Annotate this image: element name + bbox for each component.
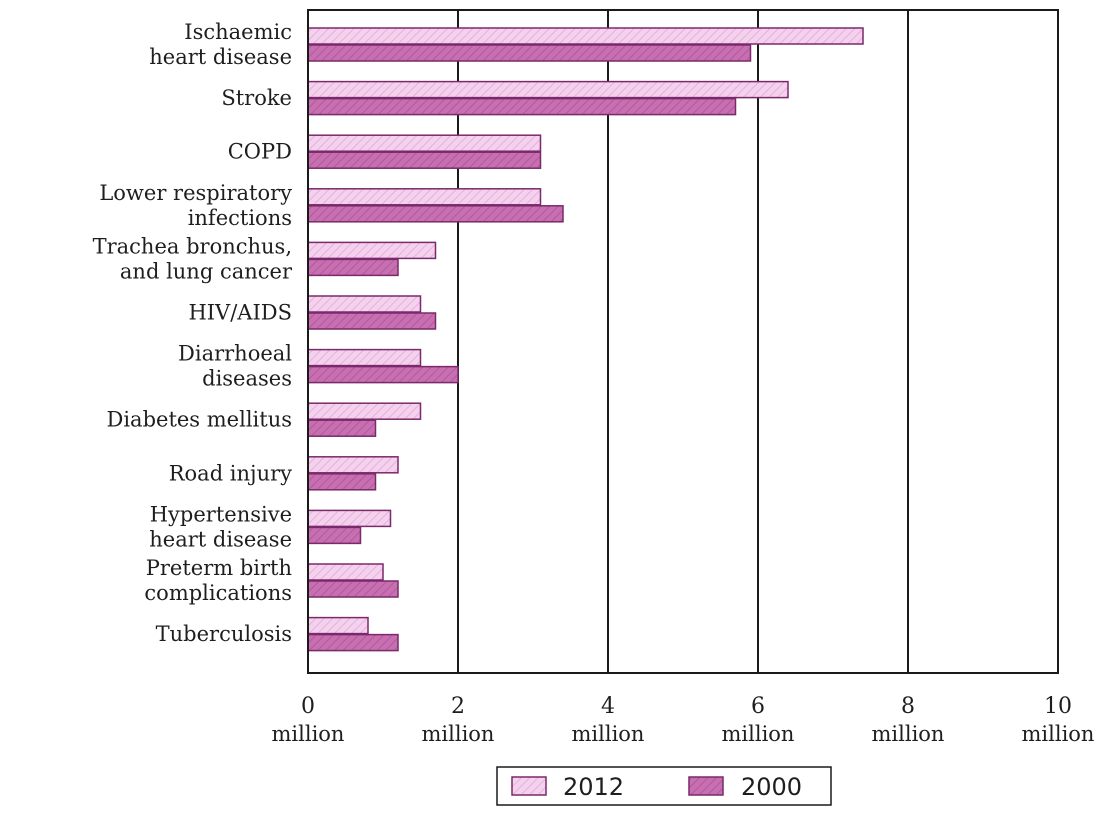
tick-unit-label: million [422, 722, 495, 746]
bar-2012-9 [307, 509, 392, 528]
tick-label: 4 [601, 694, 615, 719]
bar-2000-8 [307, 473, 377, 491]
tick-unit-label: million [1022, 722, 1095, 746]
bar-2000-3 [307, 205, 564, 223]
bar-2000-7 [307, 419, 377, 437]
bar-2012-8 [307, 456, 399, 474]
category-label: Road injury [169, 461, 292, 485]
category-label: Diabetes mellitus [107, 408, 293, 432]
bar-2012-10 [307, 563, 384, 581]
bar-2012-5 [307, 295, 422, 313]
bar-2000-0 [307, 44, 752, 62]
legend: 2012 2000 [496, 766, 832, 806]
tick-label: 10 [1044, 694, 1072, 719]
tick-unit-label: million [872, 722, 945, 746]
legend-swatch-2012 [511, 776, 547, 796]
bar-2000-9 [307, 526, 362, 545]
category-label: COPD [228, 140, 292, 164]
category-label: diseases [202, 367, 292, 391]
bar-2000-1 [307, 97, 737, 116]
bars [307, 27, 864, 652]
category-label: and lung cancer [120, 259, 293, 283]
category-label: HIV/AIDS [188, 301, 292, 325]
plot-frame [307, 9, 1059, 674]
bar-2000-5 [307, 312, 437, 330]
tick-label: 2 [451, 694, 465, 719]
bar-2012-4 [307, 241, 437, 260]
bar-2012-1 [307, 80, 789, 99]
category-label: Stroke [221, 86, 292, 110]
bar-2000-10 [307, 580, 399, 598]
tick-unit-label: million [272, 722, 345, 746]
category-label: Diarrhoeal [178, 342, 292, 366]
category-label: Hypertensive [150, 502, 292, 526]
tick-unit-label: million [722, 722, 795, 746]
category-label: complications [144, 581, 292, 605]
category-label: infections [188, 206, 292, 230]
legend-box [496, 766, 832, 806]
bar-2000-6 [307, 365, 459, 384]
gridlines [457, 10, 909, 673]
category-label: heart disease [149, 45, 292, 69]
tick-label: 8 [901, 694, 915, 719]
legend-swatch-2000 [688, 776, 724, 796]
legend-label-2000: 2000 [741, 773, 802, 801]
bar-2012-0 [307, 27, 864, 45]
bar-2012-2 [307, 134, 542, 152]
bar-2000-2 [307, 151, 542, 169]
category-label: Trachea bronchus, [93, 234, 292, 258]
bar-2012-7 [307, 402, 422, 420]
category-label: Tuberculosis [156, 622, 292, 646]
bar-2012-11 [307, 616, 369, 635]
category-label: Lower respiratory [99, 181, 292, 205]
bar-2012-6 [307, 348, 422, 367]
bar-2000-4 [307, 258, 399, 277]
x-axis-ticks: 0 million 2 million 4 million 6 million 8 million… [272, 694, 1095, 746]
bar-2000-11 [307, 633, 399, 652]
tick-label: 0 [301, 694, 315, 719]
legend-label-2012: 2012 [563, 773, 624, 801]
category-label: Ischaemic [184, 20, 292, 44]
category-label: heart disease [149, 527, 292, 551]
category-label: Preterm birth [146, 556, 292, 580]
tick-label: 6 [751, 694, 765, 719]
bar-2012-3 [307, 188, 542, 206]
tick-unit-label: million [572, 722, 645, 746]
